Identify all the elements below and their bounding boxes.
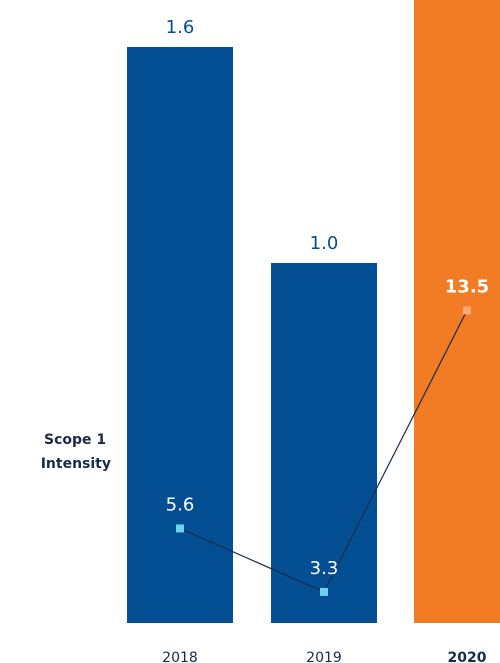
- intensity-marker-2020: [463, 306, 471, 315]
- intensity-value-label-2019: 3.3: [310, 558, 339, 579]
- series-label: Scope 1 Intensity: [41, 432, 111, 472]
- series-label-line-1: Scope 1: [44, 432, 106, 448]
- bar-2020: [414, 0, 500, 623]
- bars-group: [127, 0, 500, 623]
- category-labels: 2018 2019 2020: [162, 650, 487, 663]
- intensity-marker-2018: [176, 524, 184, 533]
- intensity-value-label-2020: 13.5: [445, 276, 489, 297]
- bar-value-label-2018: 1.6: [166, 17, 195, 38]
- intensity-marker-2019: [320, 587, 328, 596]
- bar-value-label-2019: 1.0: [310, 233, 339, 254]
- category-label-2019: 2019: [306, 650, 342, 663]
- intensity-value-labels: 5.6 3.3 13.5: [166, 276, 490, 579]
- bar-2019: [271, 263, 377, 623]
- category-label-2018: 2018: [162, 650, 198, 663]
- intensity-value-label-2018: 5.6: [166, 494, 195, 515]
- bar-value-labels: 1.61.02.9: [166, 17, 339, 254]
- intensity-line-group: [176, 306, 471, 596]
- series-label-line-2: Intensity: [41, 456, 111, 472]
- bar-2018: [127, 47, 233, 623]
- category-label-2020: 2020: [448, 650, 487, 663]
